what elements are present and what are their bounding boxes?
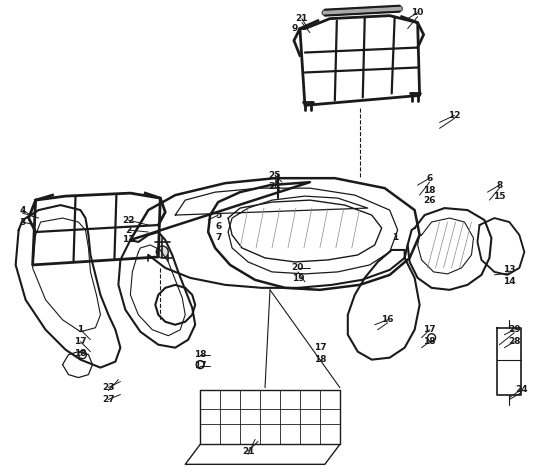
Text: 17: 17: [74, 337, 87, 346]
Text: 18: 18: [194, 350, 207, 359]
Text: 12: 12: [448, 111, 461, 120]
Text: 8: 8: [496, 180, 502, 190]
Text: 28: 28: [508, 337, 521, 346]
Circle shape: [156, 246, 168, 258]
Text: 3: 3: [20, 218, 26, 227]
Text: 29: 29: [508, 325, 521, 334]
Text: 13: 13: [503, 266, 515, 275]
Text: 24: 24: [269, 181, 281, 190]
Text: 21: 21: [296, 14, 308, 23]
Text: 10: 10: [411, 8, 424, 17]
Text: 6: 6: [427, 174, 433, 183]
Text: 17: 17: [194, 361, 207, 370]
Text: 20: 20: [292, 264, 304, 272]
Text: 7: 7: [215, 232, 221, 241]
Text: 26: 26: [423, 196, 436, 205]
Text: 1: 1: [78, 325, 83, 334]
Text: 21: 21: [242, 447, 254, 456]
Text: 14: 14: [503, 277, 515, 286]
Text: 16: 16: [382, 315, 394, 324]
Text: 22: 22: [122, 216, 134, 225]
Text: 6: 6: [215, 221, 221, 230]
Text: 18: 18: [314, 355, 326, 364]
Text: 18: 18: [423, 186, 436, 195]
Text: 1: 1: [391, 234, 398, 243]
Text: 17: 17: [314, 343, 326, 352]
Text: 15: 15: [493, 191, 506, 200]
Text: 9: 9: [292, 24, 298, 33]
Text: 11: 11: [122, 236, 134, 245]
Text: 18: 18: [74, 349, 87, 358]
Text: 27: 27: [102, 395, 115, 404]
Text: 17: 17: [423, 325, 436, 334]
Text: 4: 4: [20, 206, 26, 215]
Text: 18: 18: [423, 337, 436, 346]
Text: 23: 23: [102, 383, 115, 392]
Text: 25: 25: [269, 171, 281, 180]
Text: 24: 24: [515, 385, 528, 394]
Text: 2: 2: [125, 226, 132, 235]
Text: 19: 19: [292, 275, 304, 284]
Text: 5: 5: [215, 210, 221, 219]
